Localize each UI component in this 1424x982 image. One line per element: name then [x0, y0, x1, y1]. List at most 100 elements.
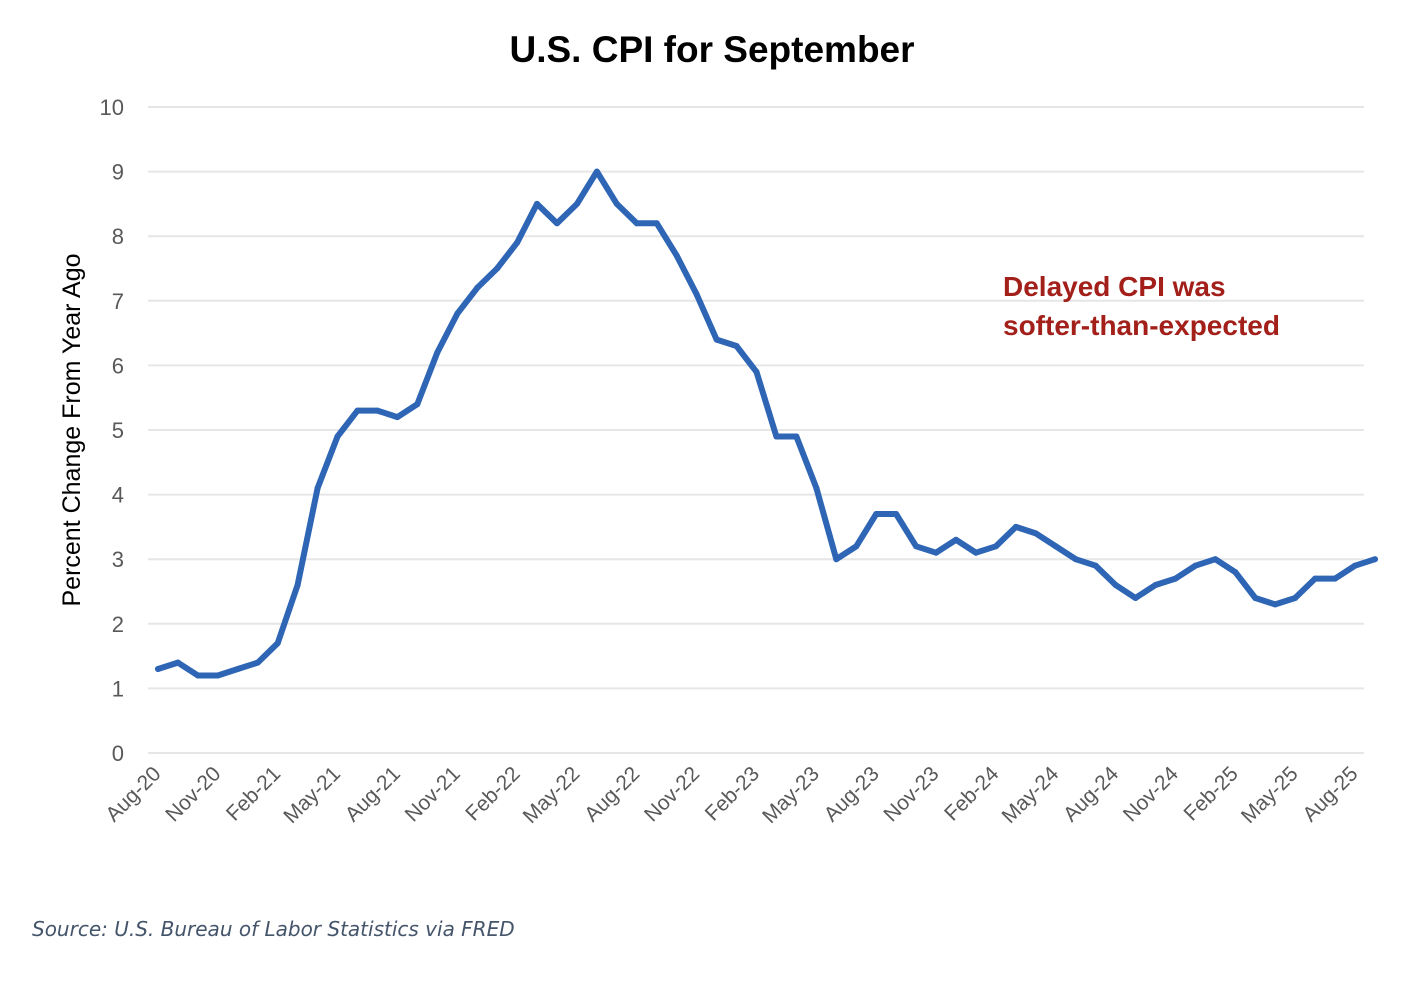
data-point-Feb-22 — [514, 239, 521, 246]
source-note: Source: U.S. Bureau of Labor Statistics … — [32, 917, 515, 941]
annotation-text: Delayed CPI was softer-than-expected — [1003, 271, 1280, 341]
x-tick-label: May-25 — [1237, 762, 1303, 828]
data-point-Aug-23 — [873, 510, 880, 517]
data-point-Mar-23 — [773, 433, 780, 440]
data-point-Dec-21 — [474, 284, 481, 291]
data-point-Mar-22 — [534, 200, 541, 207]
data-point-Sep-21 — [414, 401, 421, 408]
data-point-Jul-21 — [374, 407, 381, 414]
cpi-series-line — [155, 168, 1378, 679]
data-point-Aug-24 — [1112, 582, 1119, 589]
y-tick-label: 7 — [112, 289, 124, 314]
y-tick-label: 6 — [112, 353, 124, 378]
x-tick-label: Feb-22 — [461, 762, 524, 825]
y-tick-label: 4 — [112, 483, 124, 508]
data-point-Oct-22 — [673, 252, 680, 259]
x-tick-label: Aug-23 — [820, 762, 884, 826]
data-point-Apr-25 — [1272, 601, 1279, 608]
data-point-Jan-22 — [494, 265, 501, 272]
data-point-Nov-22 — [693, 291, 700, 298]
y-tick-label: 8 — [112, 224, 124, 249]
data-point-Apr-22 — [554, 220, 560, 227]
x-tick-label: Nov-20 — [161, 762, 225, 826]
x-tick-label: Aug-21 — [341, 762, 405, 826]
data-point-Jun-23 — [833, 556, 840, 563]
data-point-Dec-24 — [1192, 562, 1199, 569]
x-tick-label: Feb-23 — [701, 762, 764, 825]
y-tick-label: 3 — [112, 547, 124, 572]
x-tick-label: Nov-24 — [1119, 762, 1183, 826]
y-tick-label: 9 — [112, 160, 124, 185]
data-point-Nov-23 — [933, 549, 940, 556]
data-point-Feb-25 — [1232, 569, 1239, 576]
data-point-Jun-24 — [1072, 556, 1079, 563]
x-tick-label: Nov-22 — [640, 762, 704, 826]
data-point-Dec-23 — [953, 536, 959, 543]
x-tick-label: May-24 — [998, 762, 1064, 828]
data-point-Mar-21 — [294, 582, 301, 589]
y-tick-label: 10 — [100, 95, 124, 120]
data-point-Jul-24 — [1092, 562, 1099, 569]
data-point-Sep-24 — [1132, 594, 1139, 601]
data-point-May-21 — [334, 433, 341, 440]
data-point-Aug-25 — [1352, 562, 1358, 569]
x-axis-ticks: Aug-20Nov-20Feb-21May-21Aug-21Nov-21Feb-… — [101, 762, 1362, 828]
data-point-Jun-22 — [593, 168, 600, 175]
y-tick-label: 5 — [112, 418, 124, 443]
data-point-Sep-20 — [174, 659, 181, 666]
y-axis-ticks: 0 1 2 3 4 5 6 7 8 9 10 — [100, 95, 124, 766]
data-point-Sep-25 — [1371, 556, 1378, 563]
x-tick-label: Nov-23 — [879, 762, 943, 826]
cpi-line-chart: U.S. CPI for September 0 1 2 3 4 5 6 7 8 9 10 Aug-… — [58, 29, 1378, 828]
data-point-Aug-21 — [394, 414, 401, 421]
y-tick-label: 1 — [112, 676, 124, 701]
annotation-line-1: Delayed CPI was — [1003, 271, 1226, 302]
data-point-Nov-20 — [214, 672, 221, 679]
data-point-Feb-24 — [992, 543, 999, 550]
data-point-Jan-24 — [972, 549, 979, 556]
x-tick-label: Nov-21 — [401, 762, 465, 826]
x-tick-label: Aug-25 — [1298, 762, 1362, 826]
data-point-Nov-24 — [1172, 575, 1179, 582]
data-point-May-24 — [1052, 543, 1059, 550]
data-point-Jan-21 — [254, 659, 261, 666]
data-point-Oct-21 — [434, 349, 441, 356]
chart-title: U.S. CPI for September — [509, 29, 914, 70]
data-point-Feb-21 — [274, 640, 281, 647]
data-point-Jul-23 — [853, 543, 860, 550]
data-point-Oct-23 — [913, 543, 920, 550]
data-points — [155, 168, 1378, 679]
data-point-Jul-25 — [1332, 575, 1339, 582]
x-tick-label: Aug-24 — [1059, 762, 1123, 826]
x-tick-label: May-22 — [519, 762, 585, 828]
data-point-Jul-22 — [613, 200, 620, 207]
data-point-Jun-21 — [354, 407, 361, 414]
x-tick-label: Aug-22 — [580, 762, 644, 826]
grid-lines — [148, 106, 1364, 754]
x-tick-label: Aug-20 — [101, 762, 165, 826]
x-tick-label: May-23 — [758, 762, 824, 828]
data-point-Jan-23 — [733, 343, 740, 350]
y-axis-label: Percent Change From Year Ago — [58, 253, 86, 606]
data-point-May-23 — [813, 485, 820, 492]
data-point-May-22 — [573, 200, 580, 207]
data-point-Dec-20 — [234, 666, 241, 673]
data-point-Apr-24 — [1032, 530, 1039, 537]
data-point-Feb-23 — [753, 368, 760, 375]
x-tick-label: May-21 — [279, 762, 345, 828]
data-point-Aug-22 — [633, 220, 640, 227]
data-point-Aug-20 — [155, 666, 161, 673]
data-point-Jan-25 — [1212, 556, 1219, 563]
y-tick-label: 0 — [112, 741, 124, 766]
y-tick-label: 2 — [112, 612, 124, 637]
annotation-line-2: softer-than-expected — [1003, 310, 1280, 341]
x-tick-label: Feb-25 — [1180, 762, 1243, 825]
data-point-Nov-21 — [454, 310, 461, 317]
data-point-Dec-22 — [713, 336, 720, 343]
data-point-Sep-22 — [653, 220, 660, 227]
x-tick-label: Feb-21 — [222, 762, 285, 825]
data-point-Oct-24 — [1152, 582, 1159, 589]
data-point-Apr-21 — [314, 485, 321, 492]
data-point-Jun-25 — [1312, 575, 1319, 582]
data-point-Mar-25 — [1252, 594, 1259, 601]
